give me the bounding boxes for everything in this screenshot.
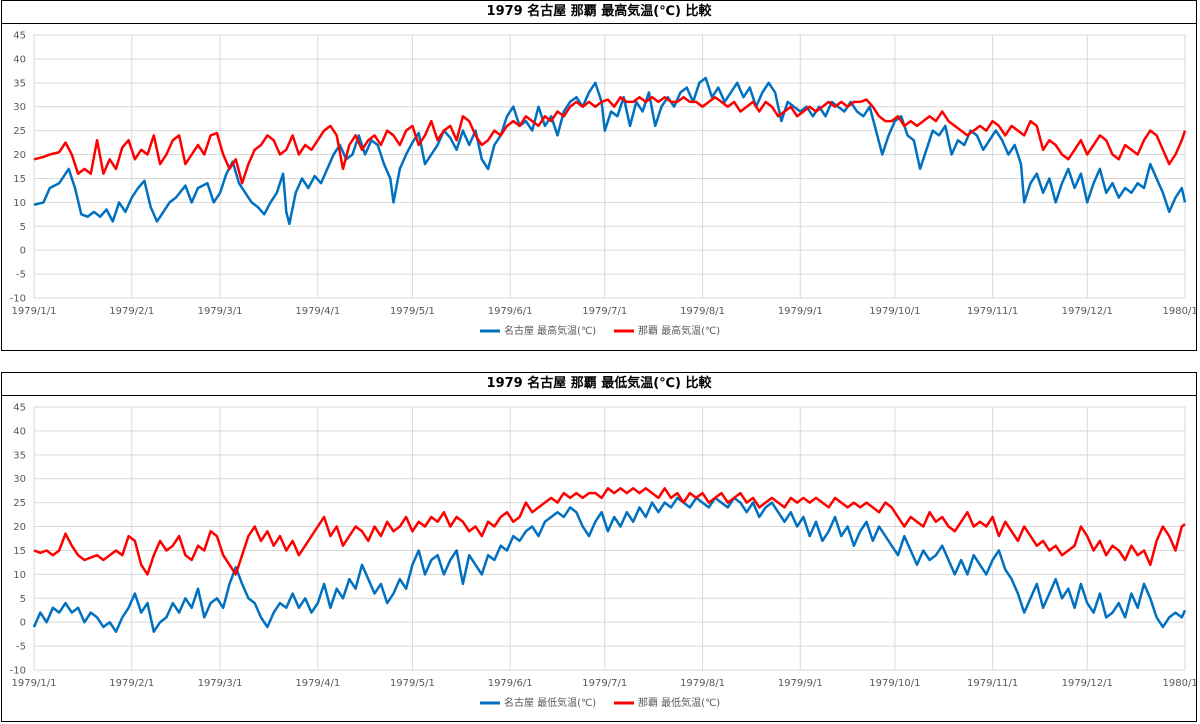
x-tick-label: 1979/9/1: [778, 306, 823, 317]
x-tick-label: 1979/10/1: [869, 306, 920, 317]
x-tick-label: 1979/1/1: [12, 678, 57, 689]
x-tick-label: 1979/5/1: [390, 306, 435, 317]
y-tick-label: 0: [20, 618, 26, 629]
max-temp-chart-panel: 1979 名古屋 那覇 最高気温(℃) 比較 -10 -5 0 5 10 15 20 25 30…: [1, 0, 1197, 351]
series-line: [33, 95, 1187, 185]
legend-label: 那覇 最低気温(℃): [638, 696, 720, 709]
x-tick-label: 1979/9/1: [778, 678, 823, 689]
y-tick-label: -10: [10, 666, 26, 677]
x-tick-label: 1979/8/1: [680, 678, 725, 689]
y-tick-label: 5: [20, 594, 26, 605]
y-tick-label: 45: [13, 31, 26, 42]
x-tick-label: 1979/7/1: [582, 678, 627, 689]
series-line: [33, 487, 1186, 576]
x-tick-label: 1979/6/1: [488, 678, 533, 689]
x-tick-label: 1979/7/1: [582, 306, 627, 317]
min-temp-chart: -10 -5 0 5 10 15 20 25 30 35 40 45 1979/1/1 1979/2/1 1…: [10, 403, 1196, 710]
min-temp-chart-panel: 1979 名古屋 那覇 最低気温(℃) 比較 -10 -5 0 5 10 15 20 25 30…: [1, 372, 1197, 722]
max-temp-chart: -10 -5 0 5 10 15 20 25 30 35 40 45 1979/1/1 1979/2/1 1…: [10, 31, 1196, 338]
x-tick-label: 1979/2/1: [109, 306, 154, 317]
series-line: [32, 496, 1187, 633]
x-tick-label: 1979/11/1: [967, 678, 1018, 689]
x-tick-label: 1979/12/1: [1062, 306, 1113, 317]
y-tick-label: 25: [13, 126, 26, 137]
x-tick-label: 1979/5/1: [390, 678, 435, 689]
y-tick-label: 30: [13, 474, 26, 485]
y-tick-label: -5: [16, 270, 26, 281]
x-tick-label: 1980/1/1: [1163, 678, 1196, 689]
gridlines: [33, 34, 1186, 299]
y-tick-label: 25: [13, 498, 26, 509]
y-tick-label: 30: [13, 102, 26, 113]
x-tick-label: 1980/1/1: [1163, 306, 1196, 317]
x-tick-label: 1979/8/1: [680, 306, 725, 317]
x-tick-label: 1979/3/1: [198, 678, 243, 689]
y-tick-label: 10: [13, 570, 26, 581]
y-tick-label: -10: [10, 294, 26, 305]
chart-title: 1979 名古屋 那覇 最低気温(℃) 比較: [2, 373, 1196, 396]
y-tick-label: 35: [13, 450, 26, 461]
series-line: [33, 76, 1187, 226]
y-tick-label: 0: [20, 246, 26, 257]
y-tick-label: 15: [13, 174, 26, 185]
chart-title: 1979 名古屋 那覇 最高気温(℃) 比較: [2, 1, 1196, 24]
x-tick-label: 1979/4/1: [295, 678, 340, 689]
gridlines: [33, 406, 1186, 671]
x-tick-label: 1979/10/1: [869, 678, 920, 689]
x-tick-label: 1979/2/1: [109, 678, 154, 689]
y-tick-label: 35: [13, 78, 26, 89]
x-tick-label: 1979/4/1: [295, 306, 340, 317]
y-tick-label: 20: [13, 150, 26, 161]
y-tick-label: 45: [13, 403, 26, 414]
x-tick-label: 1979/3/1: [198, 306, 243, 317]
y-tick-label: 40: [13, 54, 26, 65]
y-tick-label: -5: [16, 642, 26, 653]
x-tick-label: 1979/6/1: [488, 306, 533, 317]
x-tick-label: 1979/1/1: [12, 306, 57, 317]
legend-label: 名古屋 最低気温(℃): [504, 696, 596, 709]
x-tick-label: 1979/11/1: [967, 306, 1018, 317]
y-tick-label: 40: [13, 426, 26, 437]
legend-label: 那覇 最高気温(℃): [638, 324, 720, 337]
y-tick-label: 20: [13, 522, 26, 533]
y-tick-label: 15: [13, 546, 26, 557]
y-tick-label: 10: [13, 198, 26, 209]
legend-label: 名古屋 最高気温(℃): [504, 324, 596, 337]
x-tick-label: 1979/12/1: [1062, 678, 1113, 689]
y-tick-label: 5: [20, 222, 26, 233]
